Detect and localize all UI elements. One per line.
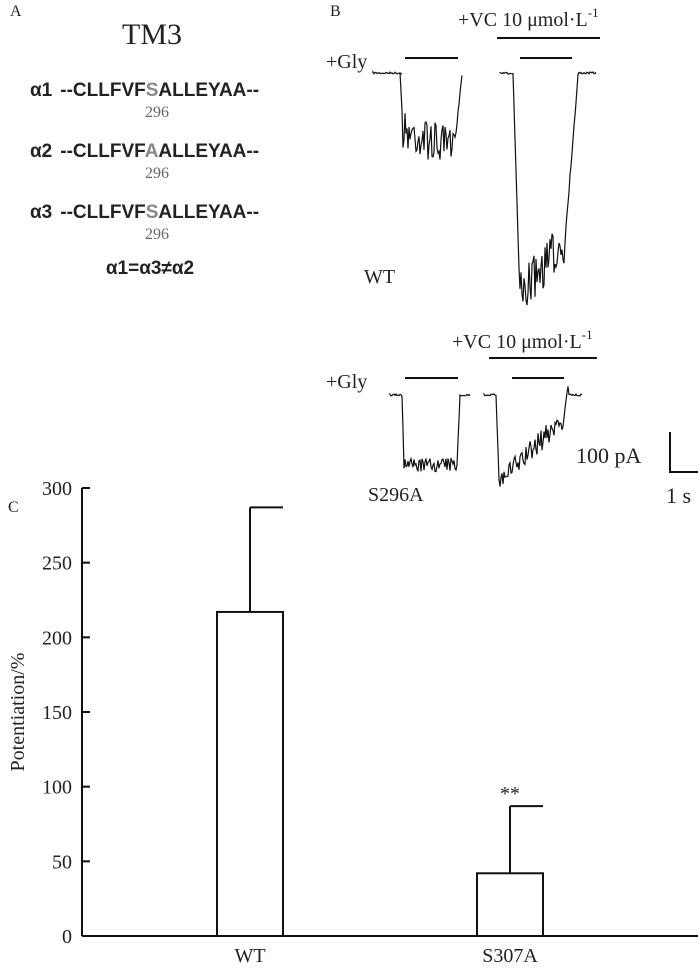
x-tick-label: WT <box>234 945 265 967</box>
panel-letter: B <box>330 3 341 20</box>
vc-text: +VC 10 μmol·L <box>458 9 588 31</box>
scale-bar <box>669 432 698 473</box>
seq-suffix: ALLEYAA-- <box>158 80 259 101</box>
traces <box>372 37 698 487</box>
sequence: α3 --CLLFVFSALLEYAA-- <box>30 202 259 223</box>
residue: S <box>146 202 159 223</box>
significance: ** <box>500 783 520 805</box>
row-label: S296A <box>368 484 424 506</box>
current-trace <box>389 392 471 473</box>
subunit: α2 <box>30 141 52 162</box>
residue: S <box>146 80 159 101</box>
y-tick-label: 150 <box>42 702 72 724</box>
panel-letter: A <box>10 3 22 20</box>
y-tick-label: 50 <box>52 851 72 873</box>
position: 296 <box>145 104 169 121</box>
x-tick-label: S307A <box>482 945 538 967</box>
y-tick-label: 300 <box>42 478 72 500</box>
current-trace <box>372 69 402 75</box>
y-tick-label: 250 <box>42 553 72 575</box>
row-label: WT <box>364 266 395 288</box>
panel-title: TM3 <box>122 18 182 51</box>
panel-letter: C <box>8 499 19 516</box>
subunit: α1 <box>30 80 53 101</box>
gly-label: +Gly <box>326 371 367 393</box>
scale-time: 1 s <box>666 483 691 508</box>
vc-sup: -1 <box>582 327 593 342</box>
position: 296 <box>145 165 169 182</box>
residue: A <box>145 141 159 162</box>
current-trace <box>499 71 597 306</box>
relation: α1=α3≠α2 <box>106 258 194 279</box>
bar <box>216 610 284 937</box>
current-trace <box>483 386 583 487</box>
bar <box>476 872 544 938</box>
seq-suffix: ALLEYAA-- <box>158 202 259 223</box>
current-trace <box>399 72 463 160</box>
seq-prefix: --CLLFVF <box>60 202 145 223</box>
scale-current: 100 pA <box>576 443 642 468</box>
vc-text: +VC 10 μmol·L <box>452 331 582 353</box>
seq-suffix: ALLEYAA-- <box>158 141 259 162</box>
seq-prefix: --CLLFVF <box>60 80 145 101</box>
sequence: α2 --CLLFVFAALLEYAA-- <box>30 141 259 162</box>
y-tick-label: 200 <box>42 627 72 649</box>
vc-label: +VC 10 μmol·L-1 <box>458 5 599 31</box>
seq-prefix: --CLLFVF <box>60 141 145 162</box>
y-tick-label: 100 <box>42 777 72 799</box>
vc-sup: -1 <box>588 5 599 20</box>
vc-label: +VC 10 μmol·L-1 <box>452 327 593 353</box>
position: 296 <box>145 226 169 243</box>
sequence: α1 --CLLFVFSALLEYAA-- <box>30 80 259 101</box>
y-axis-label: Potentiation/% <box>7 653 29 772</box>
subunit: α3 <box>30 202 52 223</box>
gly-label: +Gly <box>326 51 367 73</box>
y-tick-label: 0 <box>62 926 72 948</box>
